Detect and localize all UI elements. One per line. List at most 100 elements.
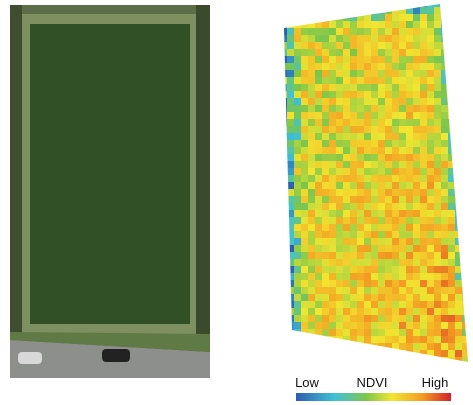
ndvi-pixel xyxy=(406,84,414,92)
ndvi-pixel xyxy=(371,7,379,15)
ndvi-pixel xyxy=(329,343,337,351)
ndvi-pixel xyxy=(427,252,435,260)
ndvi-pixel xyxy=(336,336,344,344)
ndvi-pixel xyxy=(399,42,407,50)
ndvi-pixel xyxy=(378,119,386,127)
ndvi-pixel xyxy=(455,28,463,36)
ndvi-pixel xyxy=(441,77,449,85)
ndvi-pixel xyxy=(308,182,316,190)
ndvi-pixel xyxy=(469,350,473,358)
ndvi-pixel xyxy=(441,182,449,190)
ndvi-pixel xyxy=(322,28,330,36)
ndvi-pixel xyxy=(357,196,365,204)
ndvi-pixel xyxy=(301,238,309,246)
ndvi-pixel xyxy=(280,0,288,8)
ndvi-pixel xyxy=(343,21,351,29)
ndvi-pixel xyxy=(322,364,330,372)
ndvi-pixel xyxy=(329,56,337,64)
ndvi-pixel xyxy=(406,147,414,155)
ndvi-pixel xyxy=(343,147,351,155)
ndvi-pixel xyxy=(434,294,442,302)
ndvi-pixel xyxy=(301,210,309,218)
ndvi-pixel xyxy=(399,119,407,127)
ndvi-pixel xyxy=(364,315,372,323)
ndvi-pixel xyxy=(336,168,344,176)
ndvi-pixel xyxy=(392,56,400,64)
ndvi-pixel xyxy=(329,70,337,78)
ndvi-pixel xyxy=(455,280,463,288)
ndvi-pixel xyxy=(399,63,407,71)
ndvi-pixel xyxy=(399,350,407,358)
ndvi-pixel xyxy=(308,308,316,316)
ndvi-pixel xyxy=(469,7,473,15)
ndvi-pixel xyxy=(301,357,309,365)
ndvi-pixel xyxy=(357,168,365,176)
ndvi-pixel xyxy=(287,280,295,288)
ndvi-pixel xyxy=(399,28,407,36)
ndvi-pixel xyxy=(364,175,372,183)
ndvi-pixel xyxy=(406,322,414,330)
ndvi-pixel xyxy=(294,273,302,281)
ndvi-pixel xyxy=(280,238,288,246)
ndvi-pixel xyxy=(280,350,288,358)
ndvi-pixel xyxy=(392,91,400,99)
ndvi-pixel xyxy=(378,126,386,134)
ndvi-pixel xyxy=(315,224,323,232)
ndvi-pixel xyxy=(427,0,435,8)
ndvi-pixel xyxy=(294,77,302,85)
ndvi-pixel xyxy=(413,56,421,64)
ndvi-pixel xyxy=(399,77,407,85)
ndvi-pixel xyxy=(357,301,365,309)
ndvi-pixel xyxy=(462,350,470,358)
ndvi-pixel xyxy=(294,357,302,365)
ndvi-pixel xyxy=(315,147,323,155)
ndvi-pixel xyxy=(385,154,393,162)
ndvi-pixel xyxy=(448,266,456,274)
ndvi-pixel xyxy=(462,161,470,169)
ndvi-pixel xyxy=(287,21,295,29)
ndvi-pixel xyxy=(462,63,470,71)
ndvi-pixel xyxy=(462,259,470,267)
ndvi-pixel xyxy=(406,203,414,211)
ndvi-pixel xyxy=(371,322,379,330)
crop-field-shade xyxy=(30,24,190,324)
ndvi-pixel xyxy=(399,168,407,176)
ndvi-pixel xyxy=(343,28,351,36)
ndvi-pixel xyxy=(308,42,316,50)
ndvi-pixel xyxy=(378,7,386,15)
ndvi-pixel xyxy=(329,301,337,309)
ndvi-pixel xyxy=(413,259,421,267)
ndvi-pixel xyxy=(385,133,393,141)
ndvi-pixel xyxy=(434,126,442,134)
ndvi-pixel xyxy=(455,245,463,253)
ndvi-pixel xyxy=(441,350,449,358)
ndvi-pixel xyxy=(315,210,323,218)
ndvi-pixel xyxy=(378,42,386,50)
ndvi-pixel xyxy=(406,329,414,337)
ndvi-pixel xyxy=(455,161,463,169)
ndvi-pixel xyxy=(315,343,323,351)
ndvi-pixel xyxy=(371,119,379,127)
ndvi-pixel xyxy=(357,238,365,246)
ndvi-pixel xyxy=(413,203,421,211)
ndvi-pixel xyxy=(392,308,400,316)
ndvi-pixel xyxy=(448,301,456,309)
ndvi-pixel xyxy=(322,252,330,260)
ndvi-pixel xyxy=(378,245,386,253)
ndvi-pixel xyxy=(441,322,449,330)
ndvi-pixel xyxy=(294,161,302,169)
ndvi-pixel xyxy=(294,238,302,246)
ndvi-pixel xyxy=(455,273,463,281)
ndvi-pixel xyxy=(343,63,351,71)
ndvi-pixel xyxy=(350,168,358,176)
ndvi-pixel xyxy=(301,140,309,148)
ndvi-pixel xyxy=(329,91,337,99)
ndvi-pixel xyxy=(406,273,414,281)
ndvi-pixel xyxy=(441,210,449,218)
ndvi-pixel xyxy=(413,49,421,57)
ndvi-pixel xyxy=(455,182,463,190)
ndvi-pixel xyxy=(329,49,337,57)
ndvi-pixel xyxy=(413,287,421,295)
ndvi-pixel xyxy=(280,224,288,232)
ndvi-pixel xyxy=(399,7,407,15)
